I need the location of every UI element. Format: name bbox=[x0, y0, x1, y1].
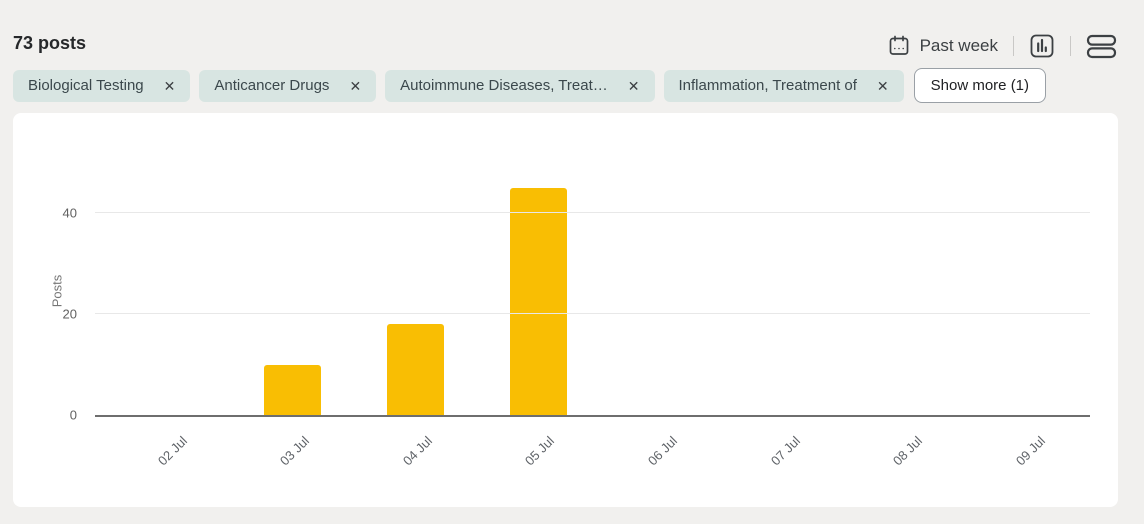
filter-chip-label: Biological Testing bbox=[28, 77, 144, 94]
bars-container: 02 Jul 03 Jul 04 Jul 05 Jul 06 Jul 07 Jul 08 J… bbox=[109, 165, 1090, 468]
category-slot: 02 Jul bbox=[109, 165, 232, 468]
category-slot: 06 Jul bbox=[600, 165, 723, 468]
close-icon[interactable]: ✕ bbox=[349, 77, 362, 94]
filter-chip: Biological Testing ✕ bbox=[13, 69, 191, 102]
bar-04-jul[interactable] bbox=[387, 324, 445, 415]
close-icon[interactable]: ✕ bbox=[163, 77, 176, 94]
calendar-icon bbox=[887, 34, 911, 58]
list-view-button[interactable] bbox=[1086, 33, 1117, 60]
category-slot: 03 Jul bbox=[232, 165, 355, 468]
filter-chip-label: Anticancer Drugs bbox=[214, 77, 330, 94]
chart-card: Posts 02 Jul 03 Jul 04 Jul 05 Jul 06 Jul 07 J… bbox=[13, 113, 1118, 507]
date-filter-label: Past week bbox=[919, 36, 998, 55]
rows-icon bbox=[1086, 33, 1117, 60]
category-slot: 09 Jul bbox=[967, 165, 1090, 468]
close-icon[interactable]: ✕ bbox=[627, 77, 640, 94]
chart-view-button[interactable] bbox=[1029, 33, 1055, 59]
post-count: 73 posts bbox=[13, 33, 87, 53]
filter-chip: Anticancer Drugs ✕ bbox=[199, 69, 377, 102]
x-axis-label: 02 Jul bbox=[154, 433, 190, 469]
gridline bbox=[95, 212, 1090, 214]
x-axis-label: 07 Jul bbox=[767, 433, 803, 469]
filter-chip: Autoimmune Diseases, Treat… ✕ bbox=[385, 69, 655, 102]
header-controls: Past week bbox=[887, 30, 1117, 62]
y-tick-label: 40 bbox=[62, 205, 77, 221]
x-axis-label: 08 Jul bbox=[890, 433, 926, 469]
x-axis-label: 03 Jul bbox=[277, 433, 313, 469]
y-axis-title: Posts bbox=[49, 274, 65, 308]
category-slot: 07 Jul bbox=[722, 165, 845, 468]
y-tick-label: 20 bbox=[62, 306, 77, 322]
filter-chip-label: Autoimmune Diseases, Treat… bbox=[400, 77, 608, 94]
x-axis-label: 06 Jul bbox=[644, 433, 681, 469]
category-slot: 04 Jul bbox=[354, 165, 477, 468]
gridline bbox=[95, 313, 1090, 315]
show-more-button[interactable]: Show more (1) bbox=[913, 68, 1047, 103]
divider bbox=[1070, 36, 1071, 56]
x-axis-label: 04 Jul bbox=[399, 433, 435, 469]
category-slot: 08 Jul bbox=[845, 165, 968, 468]
x-axis-label: 05 Jul bbox=[522, 433, 558, 469]
category-slot: 05 Jul bbox=[477, 165, 600, 468]
x-axis-label: 09 Jul bbox=[1012, 433, 1048, 469]
bar-05-jul[interactable] bbox=[509, 188, 567, 415]
y-tick-label: 0 bbox=[69, 407, 77, 423]
filter-chip-label: Inflammation, Treatment of bbox=[678, 77, 857, 94]
plot-area: 02 Jul 03 Jul 04 Jul 05 Jul 06 Jul 07 Jul 08 J… bbox=[63, 165, 1090, 468]
divider bbox=[1013, 36, 1014, 56]
filter-chip: Inflammation, Treatment of ✕ bbox=[663, 69, 904, 102]
bar-03-jul[interactable] bbox=[264, 364, 322, 415]
close-icon[interactable]: ✕ bbox=[876, 77, 889, 94]
date-filter-button[interactable]: Past week bbox=[887, 34, 998, 58]
bar-chart-icon bbox=[1029, 33, 1055, 59]
filter-chips-row: Biological Testing ✕ Anticancer Drugs ✕ Auto… bbox=[13, 68, 1047, 103]
